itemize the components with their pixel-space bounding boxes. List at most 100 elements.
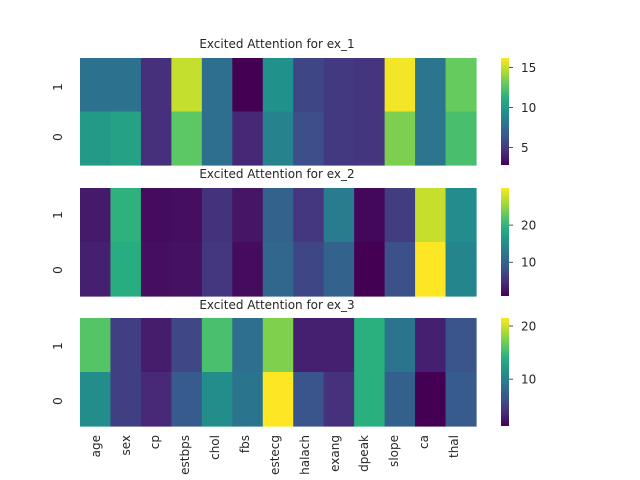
heatmap-cell-1-1-chol [201,58,233,113]
heatmap-cell-1-0-ca [415,111,447,166]
row-label-3-1: 1 [51,342,65,350]
heatmap-cell-1-0-slope [384,111,416,166]
x-label-ca: ca [417,435,431,449]
heatmap-cell-1-0-halach [293,111,325,166]
heatmap-cell-3-0-ca [415,372,447,427]
heatmap-cell-2-0-slope [384,242,416,297]
heatmap-cell-3-0-dpeak [354,372,386,427]
colorbar-ticks-2: 10 20 [509,219,536,270]
heatmap-cell-2-0-fbs [232,242,264,297]
colorbar-tick-label: 10 [521,256,536,270]
colorbar-ticks-1: 5 10 15 [509,61,536,155]
x-label-exang: exang [328,435,342,472]
heatmap-cell-2-1-dpeak [354,188,386,243]
heatmap-cell-2-0-sex [110,242,142,297]
heatmap-cell-1-0-estbps [171,111,203,166]
heatmap-cell-3-1-thal [445,318,477,373]
heatmap-cell-1-1-cp [140,58,172,113]
x-label-halach: halach [298,435,312,475]
heatmap-cell-3-1-chol [201,318,233,373]
heatmap-cell-1-1-thal [445,58,477,113]
colorbar-ticks-3: 10 20 [509,319,536,387]
heatmap-cell-1-0-exang [323,111,355,166]
heatmap-cell-3-1-halach [293,318,325,373]
heatmap-cell-2-1-estbps [171,188,203,243]
heatmap-cells-1 [80,58,477,166]
heatmap-cell-3-0-halach [293,372,325,427]
heatmap-cell-1-0-estecg [262,111,294,166]
x-label-chol: chol [208,435,222,460]
heatmap-cell-3-1-slope [384,318,416,373]
x-label-age: age [89,435,103,457]
heatmap-cell-3-0-estecg [262,372,294,427]
heatmap-cells-3 [80,318,477,427]
heatmap-cell-3-0-cp [140,372,172,427]
heatmap-cell-3-1-sex [110,318,142,373]
x-label-fbs: fbs [238,435,252,453]
heatmap-cell-3-0-slope [384,372,416,427]
heatmap-cell-3-1-fbs [232,318,264,373]
heatmap-cell-2-0-cp [140,242,172,297]
heatmap-cell-2-1-ca [415,188,447,243]
panel-title-3: Excited Attention for ex_3 [199,298,354,312]
heatmap-cell-1-1-estecg [262,58,294,113]
heatmap-cell-3-1-ca [415,318,447,373]
heatmap-cell-3-1-dpeak [354,318,386,373]
row-label-2-0: 0 [51,266,65,274]
heatmap-cell-3-1-exang [323,318,355,373]
heatmap-cell-1-1-slope [384,58,416,113]
heatmap-cell-2-1-halach [293,188,325,243]
heatmap-cell-2-0-age [80,242,112,297]
heatmap-cell-2-1-cp [140,188,172,243]
heatmap-cell-3-0-age [80,372,112,427]
row-label-2-1: 1 [51,211,65,219]
colorbar-tick-label: 5 [521,141,529,155]
heatmap-cell-2-0-halach [293,242,325,297]
colorbar-tick-label: 20 [521,219,536,233]
heatmap-cell-2-0-estecg [262,242,294,297]
heatmap-cell-1-1-dpeak [354,58,386,113]
heatmap-cell-3-0-exang [323,372,355,427]
heatmap-cell-2-1-sex [110,188,142,243]
x-label-cp: cp [148,435,162,449]
heatmap-cell-3-0-chol [201,372,233,427]
row-label-1-0: 0 [51,133,65,141]
heatmap-cell-1-1-sex [110,58,142,113]
x-label-estecg: estecg [268,435,282,475]
x-label-dpeak: dpeak [357,435,371,472]
colorbar-tick-label: 15 [521,61,536,75]
heatmap-cell-1-0-chol [201,111,233,166]
heatmap-cell-1-0-sex [110,111,142,166]
heatmap-cell-1-1-age [80,58,112,113]
heatmap-cell-1-1-fbs [232,58,264,113]
heatmap-cell-1-1-halach [293,58,325,113]
x-axis-labels: age sex cp estbps chol fbs estecg halach… [89,435,461,475]
heatmap-cell-2-1-thal [445,188,477,243]
x-label-thal: thal [447,435,461,458]
heatmap-cell-1-1-exang [323,58,355,113]
heatmap-panel-1: Excited Attention for ex_1 1 0 5 10 15 [51,37,536,166]
heatmap-cell-3-0-fbs [232,372,264,427]
heatmap-cell-2-1-fbs [232,188,264,243]
heatmap-cell-2-1-estecg [262,188,294,243]
x-label-sex: sex [119,435,133,456]
heatmap-cell-1-0-fbs [232,111,264,166]
heatmap-cell-3-0-thal [445,372,477,427]
heatmap-cell-3-1-age [80,318,112,373]
heatmap-cell-3-0-sex [110,372,142,427]
heatmap-cell-1-1-estbps [171,58,203,113]
heatmap-cell-3-1-estbps [171,318,203,373]
colorbar-1 [501,58,509,165]
heatmap-cell-1-1-ca [415,58,447,113]
heatmap-cell-2-1-slope [384,188,416,243]
heatmap-cell-2-1-age [80,188,112,243]
heatmap-cell-1-0-dpeak [354,111,386,166]
heatmap-panel-2: Excited Attention for ex_2 1 0 10 20 [51,167,536,297]
heatmap-cell-2-0-exang [323,242,355,297]
heatmap-cell-1-0-thal [445,111,477,166]
heatmap-cell-2-0-estbps [171,242,203,297]
heatmap-panel-3: Excited Attention for ex_3 1 0 10 20 [51,298,536,427]
x-label-estbps: estbps [178,435,192,475]
panel-title-1: Excited Attention for ex_1 [199,37,354,51]
